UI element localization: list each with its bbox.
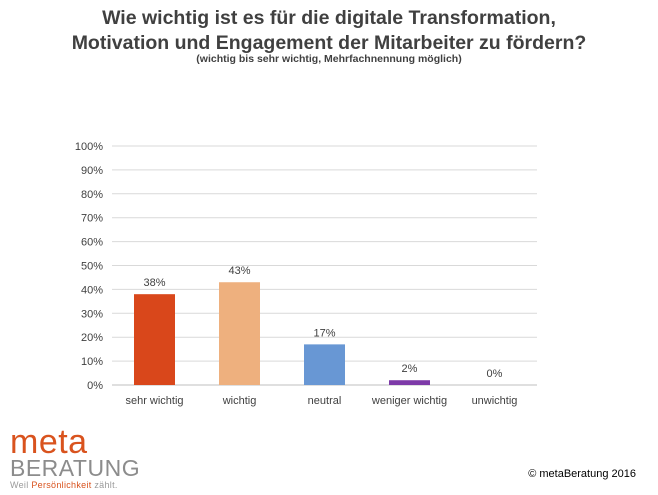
x-tick-label: unwichtig xyxy=(472,395,518,407)
bar xyxy=(219,282,260,385)
y-tick-label: 40% xyxy=(81,284,103,296)
chart-title-line-1: Wie wichtig ist es für die digitale Tran… xyxy=(102,7,556,29)
y-tick-label: 50% xyxy=(81,261,103,273)
y-tick-label: 90% xyxy=(81,165,103,177)
x-tick-label: neutral xyxy=(308,395,342,407)
bar xyxy=(304,344,345,385)
copyright-notice: © metaBeratung 2016 xyxy=(528,468,636,480)
data-label: 38% xyxy=(143,277,165,289)
chart-title: Wie wichtig ist es für die digitale Tran… xyxy=(0,6,658,56)
data-label: 43% xyxy=(228,265,250,277)
x-tick-label: sehr wichtig xyxy=(125,395,183,407)
y-tick-label: 80% xyxy=(81,189,103,201)
logo-tagline-suffix: zählt. xyxy=(91,480,118,490)
y-tick-label: 30% xyxy=(81,308,103,320)
data-label: 0% xyxy=(487,368,503,380)
y-tick-label: 60% xyxy=(81,237,103,249)
logo-beratung-text: BERATUNG xyxy=(10,455,141,481)
chart-title-line-2: Motivation und Engagement der Mitarbeite… xyxy=(71,32,587,54)
bar xyxy=(134,294,175,385)
company-logo: meta BERATUNG Weil Persönlichkeit zählt. xyxy=(10,423,141,491)
x-tick-label: weniger wichtig xyxy=(371,395,447,407)
data-label: 2% xyxy=(402,363,418,375)
y-tick-label: 100% xyxy=(75,141,103,153)
data-label: 17% xyxy=(313,327,335,339)
x-tick-label: wichtig xyxy=(222,395,257,407)
logo-tagline-accent: Persönlichkeit xyxy=(31,480,92,490)
logo-meta-text: meta xyxy=(10,423,88,461)
chart-subtitle: (wichtig bis sehr wichtig, Mehrfachnennu… xyxy=(196,53,462,65)
y-tick-label: 10% xyxy=(81,356,103,368)
bar xyxy=(389,380,430,385)
logo-tagline-prefix: Weil xyxy=(10,480,32,490)
y-tick-label: 70% xyxy=(81,213,103,225)
y-tick-label: 20% xyxy=(81,332,103,344)
y-tick-label: 0% xyxy=(87,380,103,392)
logo-tagline: Weil Persönlichkeit zählt. xyxy=(10,479,140,491)
